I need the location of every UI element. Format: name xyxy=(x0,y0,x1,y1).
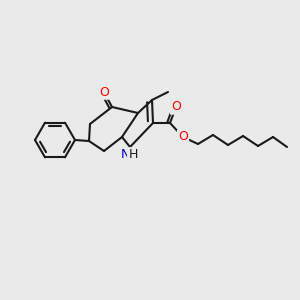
Text: O: O xyxy=(171,100,181,113)
Text: N: N xyxy=(120,148,130,161)
Text: H: H xyxy=(128,148,138,161)
Text: O: O xyxy=(178,130,188,143)
Text: O: O xyxy=(99,85,109,98)
